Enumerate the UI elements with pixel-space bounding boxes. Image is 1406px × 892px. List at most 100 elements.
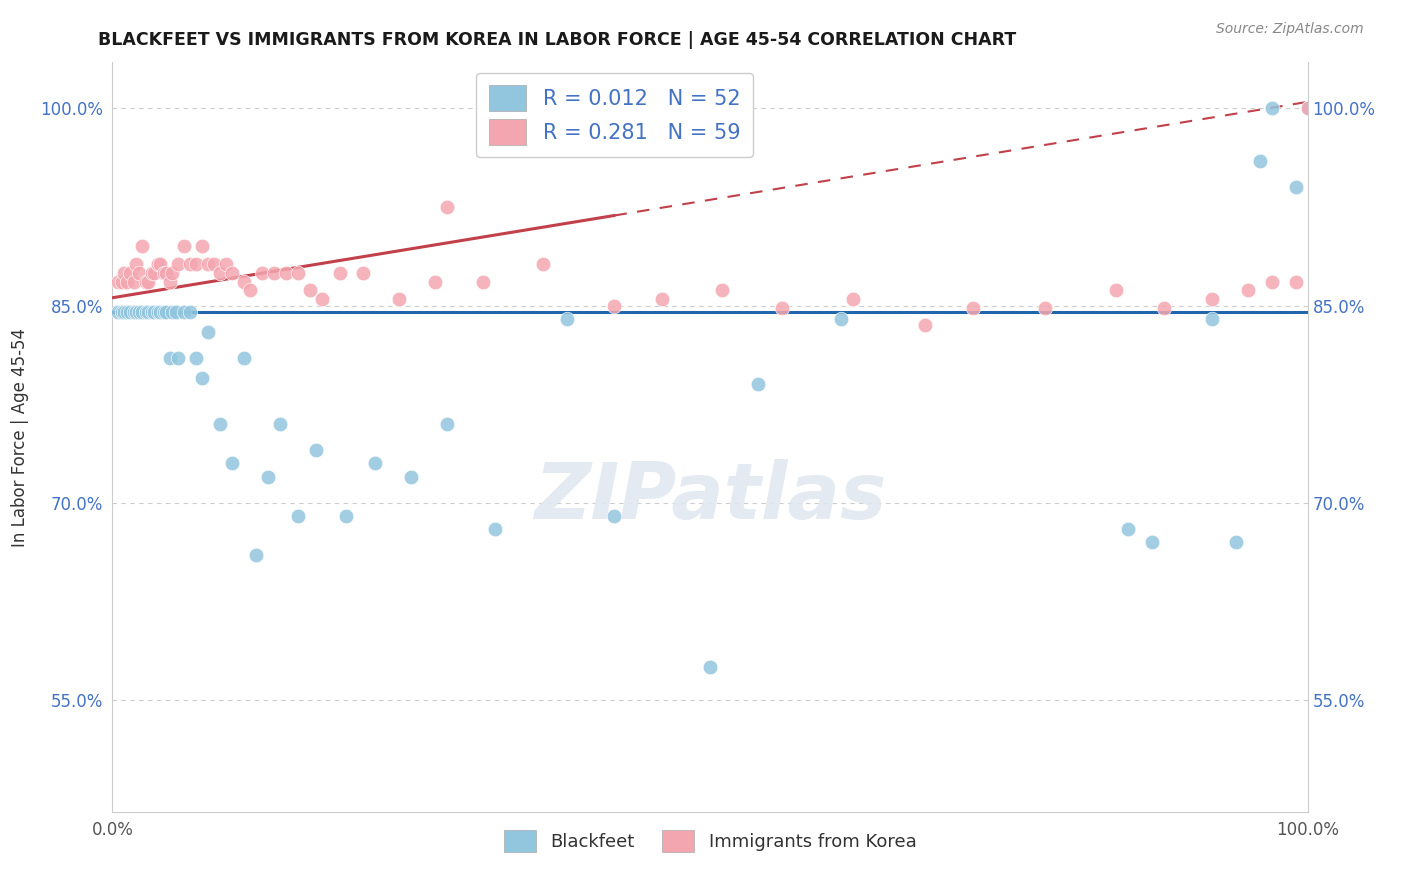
Point [138,275,160,289]
Point [138,305,160,319]
Point [1261,275,1284,289]
Point [1105,283,1128,297]
Point [135,305,157,319]
Point [1249,154,1271,169]
Point [143,266,166,280]
Point [425,275,447,289]
Point [162,305,183,319]
Point [128,305,150,319]
Point [831,311,853,326]
Point [111,305,134,319]
Point [120,266,142,280]
Point [114,266,135,280]
Text: ZIPatlas: ZIPatlas [534,459,886,535]
Point [149,256,172,270]
Point [143,305,166,319]
Point [167,256,190,270]
Point [146,305,169,319]
Point [603,299,626,313]
Point [770,301,793,316]
Point [159,275,181,289]
Point [711,283,734,297]
Point [1118,522,1140,536]
Point [111,275,134,289]
Point [1285,180,1308,194]
Point [1296,102,1319,116]
Point [202,256,225,270]
Point [245,549,267,563]
Point [1285,275,1308,289]
Point [274,266,297,280]
Point [233,275,256,289]
Point [215,256,238,270]
Point [221,266,243,280]
Point [186,256,208,270]
Point [401,469,423,483]
Point [1201,292,1223,306]
Point [221,456,243,470]
Point [651,292,673,306]
Point [436,200,458,214]
Point [305,443,328,458]
Point [115,275,138,289]
Point [179,305,201,319]
Point [555,311,578,326]
Point [287,266,309,280]
Point [197,325,219,339]
Text: BLACKFEET VS IMMIGRANTS FROM KOREA IN LABOR FORCE | AGE 45-54 CORRELATION CHART: BLACKFEET VS IMMIGRANTS FROM KOREA IN LA… [98,31,1017,49]
Point [125,256,148,270]
Point [298,283,321,297]
Point [1153,301,1175,316]
Point [149,305,172,319]
Point [364,456,387,470]
Point [122,305,145,319]
Point [1225,535,1247,549]
Point [173,305,195,319]
Point [173,239,195,253]
Point [107,275,129,289]
Point [155,266,177,280]
Point [531,256,554,270]
Point [153,305,176,319]
Point [162,266,183,280]
Point [155,305,177,319]
Legend: Blackfeet, Immigrants from Korea: Blackfeet, Immigrants from Korea [496,822,924,859]
Point [484,522,506,536]
Point [352,266,374,280]
Point [120,305,142,319]
Point [146,256,169,270]
Point [131,239,153,253]
Point [269,417,291,431]
Point [197,256,219,270]
Point [209,417,232,431]
Y-axis label: In Labor Force | Age 45-54: In Labor Force | Age 45-54 [11,327,28,547]
Point [135,275,157,289]
Point [1296,102,1319,116]
Point [1237,283,1260,297]
Point [128,266,150,280]
Point [107,305,129,319]
Point [699,660,721,674]
Point [1201,311,1223,326]
Point [179,256,201,270]
Point [603,508,626,523]
Point [239,283,262,297]
Point [165,305,187,319]
Point [1142,535,1164,549]
Point [747,377,769,392]
Point [472,275,495,289]
Point [436,417,458,431]
Point [153,266,176,280]
Point [1033,301,1056,316]
Point [186,351,208,366]
Point [311,292,333,306]
Point [287,508,309,523]
Point [263,266,285,280]
Point [914,318,936,333]
Point [191,371,214,385]
Point [114,305,135,319]
Point [122,275,145,289]
Point [141,305,163,319]
Point [131,305,153,319]
Point [167,351,190,366]
